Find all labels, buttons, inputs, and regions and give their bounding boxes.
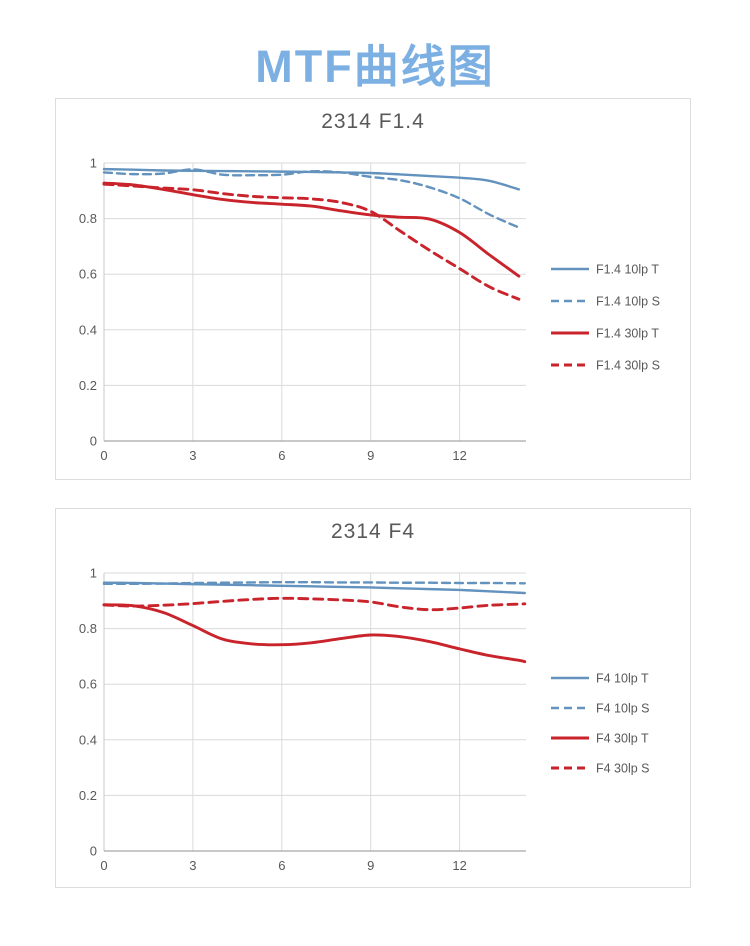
chart-legend: F4 10lp T F4 10lp S F4 30lp T F4 30lp S	[551, 672, 650, 776]
x-tick-label: 12	[452, 858, 466, 873]
gridlines	[104, 162, 526, 441]
y-tick-label: 1	[90, 156, 97, 171]
series-curve-0	[102, 581, 527, 595]
legend-label-1: F4 10lp S	[596, 702, 650, 716]
series-curve-3	[102, 596, 527, 612]
legend-label-3: F4 30lp S	[596, 762, 650, 776]
x-tick-label: 0	[100, 448, 107, 463]
x-tick-label: 12	[452, 448, 466, 463]
series-curve-2	[102, 603, 527, 664]
tick-labels: 0 0.2 0.4 0.6 0.8 1 0 3 6 9 12	[79, 156, 467, 464]
series-curve-3	[102, 182, 521, 301]
y-tick-label: 0.8	[79, 211, 97, 226]
y-tick-label: 0.2	[79, 788, 97, 803]
series-curve-1	[102, 168, 521, 229]
x-tick-label: 9	[367, 448, 374, 463]
x-tick-label: 9	[367, 858, 374, 873]
legend-label-0: F1.4 10lp T	[596, 263, 659, 277]
x-tick-label: 6	[278, 858, 285, 873]
x-tick-label: 0	[100, 858, 107, 873]
series-lines	[102, 580, 527, 664]
chart-legend: F1.4 10lp T F1.4 10lp S F1.4 30lp T F1.4 30…	[551, 263, 660, 373]
chart-panel-f4: 2314 F4 0 0.2 0.4 0.6 0.8 1 0 3 6 9 12 F4 10lp T F4 …	[55, 508, 691, 888]
chart-title-f4: 2314 F4	[330, 520, 416, 543]
legend-label-1: F1.4 10lp S	[596, 295, 660, 309]
y-tick-label: 0.4	[79, 322, 97, 337]
gridlines	[104, 572, 526, 851]
y-tick-label: 0.2	[79, 378, 97, 393]
tick-labels: 0 0.2 0.4 0.6 0.8 1 0 3 6 9 12	[79, 566, 467, 874]
legend-label-3: F1.4 30lp S	[596, 359, 660, 373]
y-tick-label: 1	[90, 566, 97, 581]
series-lines	[102, 167, 521, 301]
y-tick-label: 0.4	[79, 732, 97, 747]
x-tick-label: 3	[189, 448, 196, 463]
page-title: MTF曲线图	[255, 41, 495, 92]
series-curve-2	[102, 181, 521, 278]
legend-label-2: F4 30lp T	[596, 732, 649, 746]
y-tick-label: 0.6	[79, 267, 97, 282]
legend-label-0: F4 10lp T	[596, 672, 649, 686]
y-tick-label: 0.6	[79, 677, 97, 692]
y-tick-label: 0.8	[79, 621, 97, 636]
chart-title-f1-4: 2314 F1.4	[321, 110, 425, 133]
x-tick-label: 3	[189, 858, 196, 873]
chart-panel-f1-4: 2314 F1.4 0 0.2 0.4 0.6 0.8 1 0 3 6 9 12 F1.4 10lp …	[55, 98, 691, 480]
x-tick-label: 6	[278, 448, 285, 463]
series-curve-1	[102, 580, 527, 586]
y-tick-label: 0	[90, 434, 97, 449]
legend-label-2: F1.4 30lp T	[596, 327, 659, 341]
y-tick-label: 0	[90, 844, 97, 859]
